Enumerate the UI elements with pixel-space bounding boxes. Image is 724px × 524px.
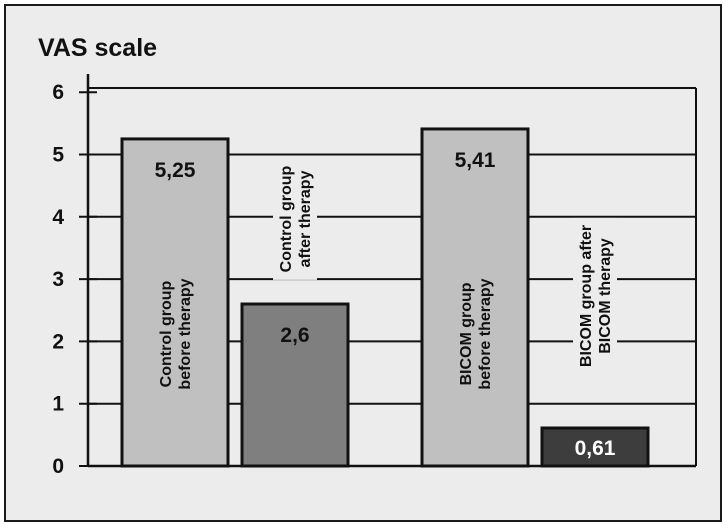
bars bbox=[120, 127, 650, 468]
value-label-3: 5,41 bbox=[455, 149, 496, 172]
category-label-3: BICOM group before therapy bbox=[458, 278, 494, 389]
category-label-4: BICOM group after BICOM therapy bbox=[573, 217, 617, 375]
y-tick-label-2: 2 bbox=[52, 330, 64, 353]
category-label-3-line-2: before therapy bbox=[477, 278, 494, 389]
y-tick-label-1: 1 bbox=[52, 393, 64, 416]
y-tick-label-6: 6 bbox=[52, 81, 64, 104]
y-axis-title: VAS scale bbox=[38, 34, 157, 62]
category-label-1-line-2: before therapy bbox=[177, 278, 194, 389]
bar-3 bbox=[420, 127, 530, 468]
value-label-1: 5,25 bbox=[155, 159, 196, 182]
category-label-4-line-2: BICOM therapy bbox=[597, 238, 614, 354]
category-label-1-line-1: Control group bbox=[158, 280, 175, 387]
bar-1 bbox=[120, 137, 230, 468]
value-label-4: 0,61 bbox=[575, 437, 616, 460]
bar-2 bbox=[240, 302, 350, 468]
category-label-2-line-2: after therapy bbox=[297, 170, 314, 267]
y-tick-label-5: 5 bbox=[52, 144, 64, 167]
category-label-2: Control group after therapy bbox=[273, 158, 317, 280]
category-label-1: Control group before therapy bbox=[158, 278, 194, 389]
y-tick-label-0: 0 bbox=[52, 455, 64, 478]
category-label-3-line-1: BICOM group bbox=[458, 282, 475, 385]
vas-bar-chart: VAS scale 0 1 2 3 4 5 6 5,25 2,6 5,41 0,61 Control… bbox=[38, 34, 697, 478]
y-ticks: 0 1 2 3 4 5 6 bbox=[52, 81, 97, 478]
category-label-bg-2 bbox=[273, 158, 317, 280]
chart-frame: VAS scale 0 1 2 3 4 5 6 5,25 2,6 5,41 0,61 Control… bbox=[4, 4, 722, 522]
category-label-4-line-1: BICOM group after bbox=[578, 225, 595, 367]
bar-4 bbox=[540, 426, 650, 468]
category-label-bg-4 bbox=[573, 217, 617, 375]
category-label-2-line-1: Control group bbox=[278, 165, 295, 272]
y-tick-label-4: 4 bbox=[52, 206, 64, 229]
value-label-2: 2,6 bbox=[280, 324, 309, 347]
y-tick-label-3: 3 bbox=[52, 268, 64, 291]
